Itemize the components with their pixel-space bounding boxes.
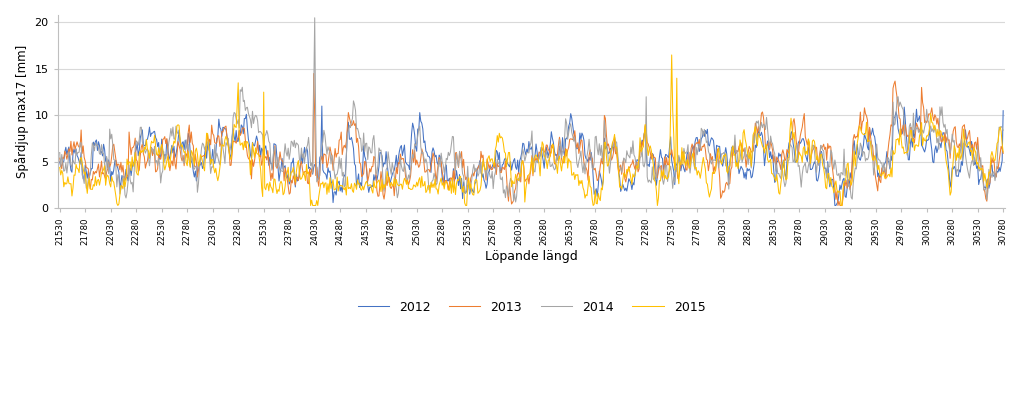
2012 [948,164,961,169]
2014 [898,119,910,124]
2015 [704,190,716,195]
2015 [494,135,506,140]
2013 [832,203,844,208]
2015 [898,151,910,156]
Line: 2013: 2013 [59,73,1004,206]
2013 [997,151,1010,156]
2015 [948,143,961,148]
2012 [53,160,65,164]
2012 [316,104,328,108]
2015 [53,165,65,170]
2014 [309,15,321,20]
2012 [703,143,715,148]
2013 [948,125,961,130]
2012 [494,168,506,173]
2013 [53,156,65,160]
2012 [898,105,910,110]
2013 [189,152,202,157]
2014 [997,128,1010,133]
Legend: 2012, 2013, 2014, 2015: 2012, 2013, 2014, 2015 [353,296,710,319]
2015 [190,146,203,151]
2013 [703,161,715,166]
2014 [189,164,202,169]
X-axis label: Löpande längd: Löpande längd [485,250,578,263]
2014 [948,138,961,143]
2013 [308,71,320,76]
2012 [829,203,841,208]
2015 [730,160,743,165]
2014 [53,150,65,155]
Line: 2015: 2015 [59,55,1004,206]
2013 [494,170,506,175]
2013 [729,151,742,156]
2012 [729,157,742,162]
2012 [189,168,202,173]
2014 [509,199,522,204]
2014 [494,176,506,181]
Line: 2014: 2014 [59,18,1004,202]
2015 [666,52,678,57]
2015 [997,150,1010,154]
2014 [730,148,743,153]
2015 [112,203,124,208]
2012 [997,108,1010,113]
Line: 2012: 2012 [59,106,1004,206]
2013 [898,133,910,138]
Y-axis label: Spårdjup max17 [mm]: Spårdjup max17 [mm] [15,45,29,178]
2014 [704,159,716,164]
